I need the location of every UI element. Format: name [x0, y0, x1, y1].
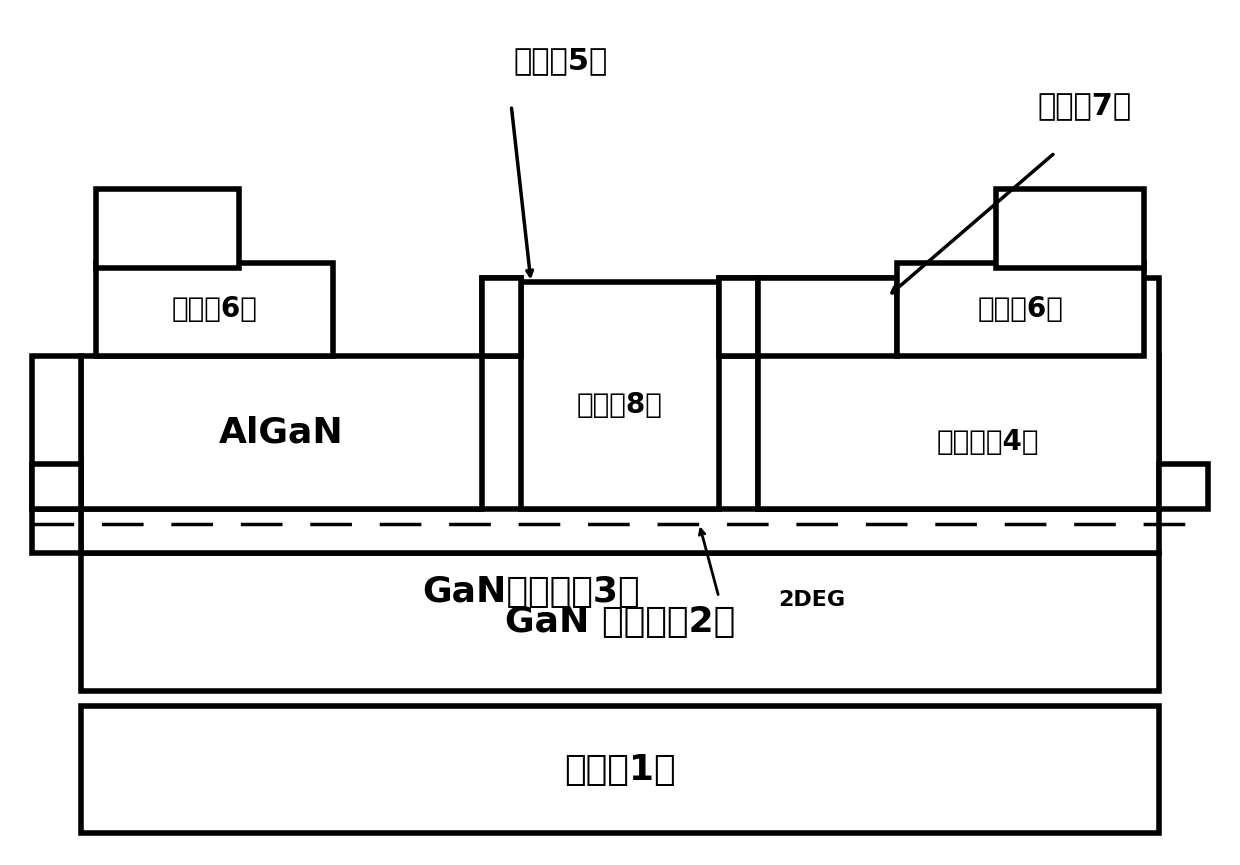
Text: 势垒层（4）: 势垒层（4） — [936, 428, 1039, 456]
Text: 阴极（6）: 阴极（6） — [977, 295, 1064, 323]
Text: 阴极（6）: 阴极（6） — [171, 295, 258, 323]
Bar — [719, 278, 759, 356]
Text: 阳极（8）: 阳极（8） — [577, 392, 663, 420]
Text: 介质（7）: 介质（7） — [1038, 91, 1132, 120]
Bar — [481, 278, 521, 356]
Bar — [32, 465, 81, 509]
Bar — [759, 278, 897, 356]
Bar — [719, 278, 759, 356]
Bar — [81, 553, 1159, 691]
Bar — [81, 509, 1159, 553]
Bar — [81, 356, 481, 509]
Text: 衬底（1）: 衬底（1） — [564, 753, 676, 786]
Bar — [1159, 465, 1208, 509]
Bar — [481, 278, 521, 356]
Text: 2DEG: 2DEG — [779, 590, 846, 611]
Bar — [32, 509, 81, 553]
Bar — [95, 263, 334, 356]
Bar — [759, 278, 1159, 509]
Bar — [32, 356, 81, 509]
Bar — [95, 189, 239, 267]
Bar — [897, 263, 1145, 356]
Text: 凹槽（5）: 凹槽（5） — [513, 47, 608, 75]
Bar — [81, 706, 1159, 834]
Text: AlGaN: AlGaN — [218, 415, 343, 449]
Text: GaN沟道层（3）: GaN沟道层（3） — [422, 575, 640, 609]
Bar — [521, 283, 719, 509]
Text: GaN 缓冲层（2）: GaN 缓冲层（2） — [505, 605, 735, 639]
Bar — [996, 189, 1145, 267]
Bar — [759, 356, 1159, 509]
